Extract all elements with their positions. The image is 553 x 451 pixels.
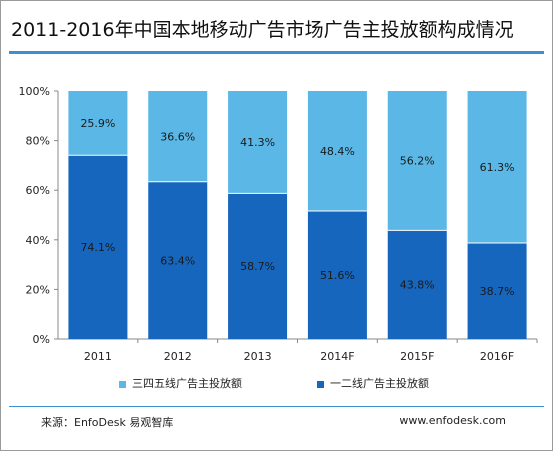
data-label-tier12: 43.8%: [400, 279, 435, 292]
legend-label-tier12: 一二线广告主投放额: [330, 377, 429, 390]
data-label-tier345: 36.6%: [160, 130, 195, 143]
x-tick-label: 2014F: [320, 350, 354, 363]
x-tick-label: 2011: [84, 350, 112, 363]
source-note: 来源：EnfoDesk 易观智库: [41, 416, 174, 429]
data-label-tier345: 48.4%: [320, 145, 355, 158]
legend-swatch-tier345: [119, 380, 126, 388]
x-tick-label: 2013: [244, 350, 272, 363]
legend-item-tier12: 一二线广告主投放额: [317, 375, 429, 391]
bar-segment-tier12: [228, 193, 288, 339]
data-label-tier12: 58.7%: [240, 260, 275, 273]
data-label-tier12: 38.7%: [480, 285, 515, 298]
data-label-tier345: 56.2%: [400, 155, 435, 168]
bar-segment-tier12: [307, 211, 367, 339]
data-label-tier345: 41.3%: [240, 136, 275, 149]
y-tick-label: 100%: [19, 85, 50, 98]
data-label-tier12: 74.1%: [80, 241, 115, 254]
y-tick-label: 40%: [26, 234, 50, 247]
data-label-tier12: 51.6%: [320, 269, 355, 282]
bar-segment-tier12: [68, 155, 128, 339]
chart-title: 2011-2016年中国本地移动广告市场广告主投放额构成情况: [11, 19, 514, 41]
legend-label-tier345: 三四五线广告主投放额: [132, 377, 242, 390]
bar-segment-tier12: [467, 243, 527, 339]
data-label-tier12: 63.4%: [160, 254, 195, 267]
website-url: www.enfodesk.com: [399, 414, 506, 427]
y-tick-label: 80%: [26, 135, 50, 148]
bar-segment-tier345: [387, 91, 447, 231]
bar-segment-tier345: [68, 91, 128, 156]
bar-segment-tier12: [387, 230, 447, 339]
data-label-tier345: 61.3%: [480, 161, 515, 174]
footer-divider: [9, 406, 544, 407]
y-tick-label: 0%: [33, 333, 50, 346]
bar-segment-tier345: [148, 91, 208, 182]
y-tick-label: 20%: [26, 283, 50, 296]
legend-item-tier345: 三四五线广告主投放额: [119, 375, 242, 391]
title-divider: [9, 51, 544, 54]
x-tick-label: 2012: [164, 350, 192, 363]
bar-segment-tier345: [228, 91, 288, 194]
legend-swatch-tier12: [317, 380, 324, 388]
data-label-tier345: 25.9%: [80, 117, 115, 130]
bar-segment-tier345: [467, 91, 527, 244]
x-tick-label: 2015F: [400, 350, 434, 363]
y-tick-label: 60%: [26, 184, 50, 197]
bar-segment-tier345: [307, 91, 367, 212]
x-tick-label: 2016F: [480, 350, 514, 363]
bar-segment-tier12: [148, 181, 208, 339]
